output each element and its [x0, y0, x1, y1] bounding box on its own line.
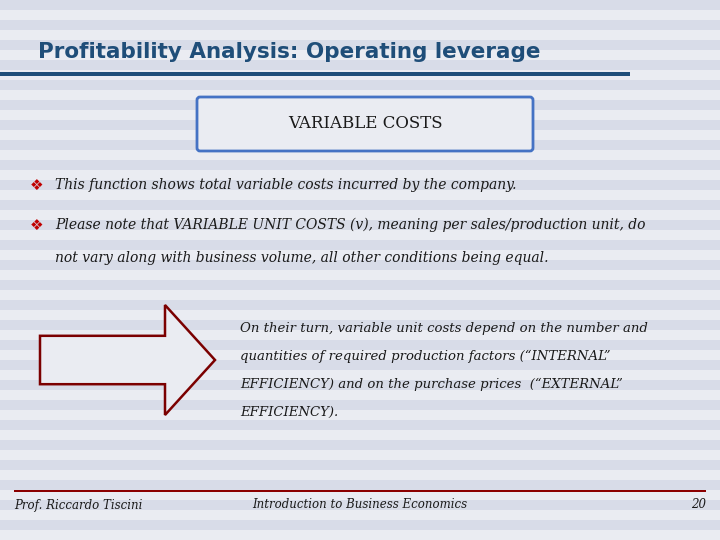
Bar — [0, 72, 630, 76]
Text: VARIABLE COSTS: VARIABLE COSTS — [288, 116, 442, 132]
Bar — [0, 120, 720, 130]
Bar — [0, 110, 720, 120]
Bar — [0, 10, 720, 20]
Bar — [0, 100, 720, 110]
Bar — [0, 200, 720, 210]
Bar — [14, 490, 706, 491]
Bar — [0, 220, 720, 230]
Bar — [0, 230, 720, 240]
Bar — [0, 420, 720, 430]
Bar — [0, 0, 720, 10]
Bar — [0, 480, 720, 490]
Bar — [0, 530, 720, 540]
Bar — [0, 260, 720, 270]
Bar — [0, 270, 720, 280]
Bar — [0, 500, 720, 510]
Bar — [0, 310, 720, 320]
Bar — [0, 470, 720, 480]
Bar — [0, 90, 720, 100]
Bar — [0, 300, 720, 310]
Text: On their turn, variable unit costs depend on the number and: On their turn, variable unit costs depen… — [240, 322, 648, 335]
Bar — [0, 140, 720, 150]
Bar — [0, 240, 720, 250]
Bar — [0, 400, 720, 410]
Bar — [0, 280, 720, 290]
Bar — [0, 150, 720, 160]
Bar — [0, 60, 720, 70]
Text: ❖: ❖ — [30, 178, 44, 192]
Text: Profitability Analysis: Operating leverage: Profitability Analysis: Operating levera… — [38, 42, 541, 62]
Bar — [0, 410, 720, 420]
Bar — [0, 330, 720, 340]
Bar — [0, 490, 720, 500]
Bar — [0, 30, 720, 40]
Text: This function shows total variable costs incurred by the company.: This function shows total variable costs… — [55, 178, 516, 192]
Text: Prof. Riccardo Tiscini: Prof. Riccardo Tiscini — [14, 498, 143, 511]
Bar — [0, 160, 720, 170]
Bar — [0, 170, 720, 180]
Bar — [0, 190, 720, 200]
Bar — [0, 50, 720, 60]
Bar — [0, 390, 720, 400]
Bar — [0, 290, 720, 300]
Bar — [0, 460, 720, 470]
Bar — [0, 320, 720, 330]
Bar — [0, 520, 720, 530]
Bar — [0, 210, 720, 220]
Text: 20: 20 — [691, 498, 706, 511]
Text: ❖: ❖ — [30, 218, 44, 233]
FancyBboxPatch shape — [197, 97, 533, 151]
Bar — [0, 180, 720, 190]
Text: not vary along with business volume, all other conditions being equal.: not vary along with business volume, all… — [55, 251, 549, 265]
Bar — [0, 350, 720, 360]
Bar — [0, 360, 720, 370]
Bar — [0, 340, 720, 350]
Text: quantities of required production factors (“INTERNAL”: quantities of required production factor… — [240, 350, 611, 363]
Bar — [0, 80, 720, 90]
Bar — [0, 380, 720, 390]
Bar — [0, 40, 720, 50]
Bar — [0, 130, 720, 140]
Text: EFFICIENCY) and on the purchase prices  (“EXTERNAL”: EFFICIENCY) and on the purchase prices (… — [240, 378, 623, 392]
Bar — [0, 450, 720, 460]
Bar — [0, 430, 720, 440]
Bar — [0, 20, 720, 30]
Bar — [0, 370, 720, 380]
Text: Introduction to Business Economics: Introduction to Business Economics — [253, 498, 467, 511]
Bar — [0, 510, 720, 520]
Text: EFFICIENCY).: EFFICIENCY). — [240, 406, 338, 419]
Bar — [0, 250, 720, 260]
Bar — [0, 70, 720, 80]
Polygon shape — [40, 305, 215, 415]
Text: Please note that VARIABLE UNIT COSTS (v), meaning per sales/production unit, do: Please note that VARIABLE UNIT COSTS (v)… — [55, 218, 646, 232]
Bar — [0, 440, 720, 450]
